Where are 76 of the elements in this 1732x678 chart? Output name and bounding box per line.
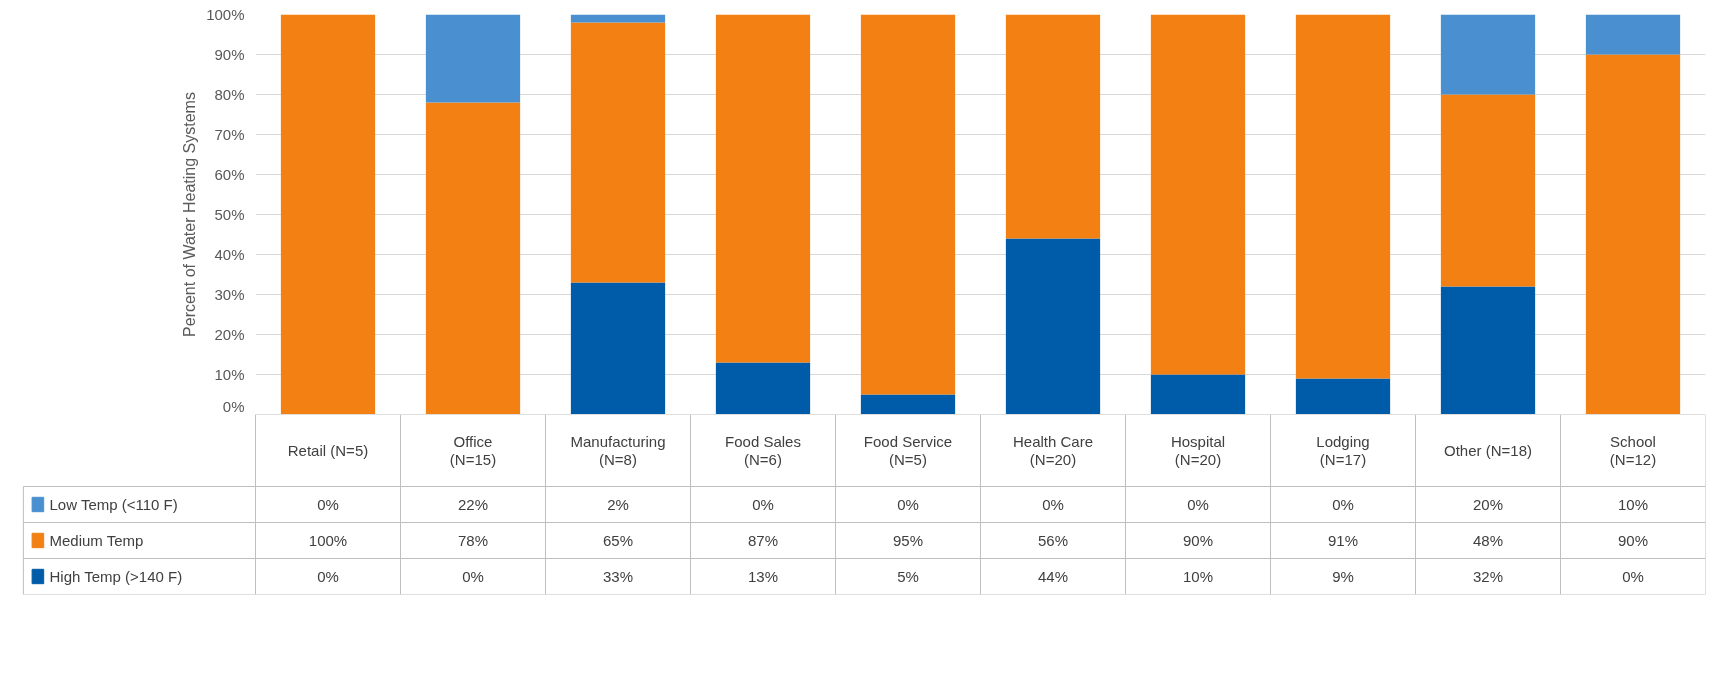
x-tick-label: Manufacturing (N=8) <box>570 432 666 469</box>
data-label: 95% <box>892 532 924 549</box>
y-tick-label: 80% <box>214 86 245 103</box>
bar <box>570 14 666 23</box>
legend-label: Medium Temp <box>49 532 144 549</box>
data-label: 0% <box>317 568 339 585</box>
data-label: 33% <box>602 568 634 585</box>
y-tick-label: 30% <box>214 286 245 303</box>
bar <box>1440 286 1536 414</box>
bar <box>425 102 521 414</box>
bar <box>1150 374 1246 414</box>
data-label: 65% <box>602 532 634 549</box>
bar <box>715 14 811 363</box>
x-tick-label: Health Care (N=20) <box>1012 432 1094 469</box>
bar <box>860 14 956 395</box>
y-tick-label: 20% <box>214 326 245 343</box>
bar <box>280 14 376 414</box>
bar <box>715 362 811 414</box>
data-label: 87% <box>747 532 779 549</box>
bar <box>1440 14 1536 95</box>
y-tick-label: 90% <box>214 46 245 63</box>
data-label: 0% <box>1042 496 1064 513</box>
x-tick-label: Food Service (N=5) <box>863 432 953 469</box>
bar <box>1295 378 1391 414</box>
bar <box>1585 14 1681 55</box>
bar <box>425 14 521 103</box>
bar <box>570 282 666 414</box>
y-tick-label: 60% <box>214 166 245 183</box>
data-label: 9% <box>1332 568 1354 585</box>
data-label: 0% <box>462 568 484 585</box>
data-label: 44% <box>1037 568 1069 585</box>
x-tick-label: Food Sales (N=6) <box>725 432 801 469</box>
x-tick-label: Hospital (N=20) <box>1170 432 1226 469</box>
data-label: 90% <box>1617 532 1649 549</box>
y-tick-label: 100% <box>206 6 245 23</box>
data-label: 90% <box>1182 532 1214 549</box>
bar <box>860 394 956 414</box>
bar <box>1440 94 1536 287</box>
x-tick-label: Office (N=15) <box>449 432 497 469</box>
y-tick-label: 70% <box>214 126 245 143</box>
y-axis-title: Percent of Water Heating Systems <box>181 92 199 337</box>
x-tick-label: Lodging (N=17) <box>1316 432 1370 469</box>
bar <box>570 22 666 283</box>
data-label: 22% <box>457 496 489 513</box>
data-label: 10% <box>1182 568 1214 585</box>
data-label: 0% <box>897 496 919 513</box>
data-label: 0% <box>1187 496 1209 513</box>
x-tick-label: School (N=12) <box>1609 432 1657 469</box>
data-label: 91% <box>1327 532 1359 549</box>
bar <box>1585 54 1681 414</box>
legend-label: High Temp (>140 F) <box>49 568 183 585</box>
data-label: 2% <box>607 496 629 513</box>
y-tick-label: 50% <box>214 206 245 223</box>
data-label: 10% <box>1617 496 1649 513</box>
x-tick-label: Retail (N=5) <box>287 442 369 459</box>
data-label: 5% <box>897 568 919 585</box>
bar <box>1005 238 1101 414</box>
data-label: 0% <box>1332 496 1354 513</box>
data-label: 56% <box>1037 532 1069 549</box>
x-tick-label: Other (N=18) <box>1444 442 1532 459</box>
data-label: 32% <box>1472 568 1504 585</box>
y-tick-label: 40% <box>214 246 245 263</box>
data-label: 0% <box>317 496 339 513</box>
bar <box>1150 14 1246 375</box>
y-tick-label: 0% <box>222 397 245 415</box>
data-label: 0% <box>1622 568 1644 585</box>
data-label: 100% <box>308 532 348 549</box>
y-tick-label: 10% <box>214 366 245 383</box>
data-label: 0% <box>752 496 774 513</box>
bar <box>1295 14 1391 379</box>
data-label: 78% <box>457 532 489 549</box>
data-label: 20% <box>1472 496 1504 513</box>
bar <box>1005 14 1101 239</box>
data-label: 48% <box>1472 532 1504 549</box>
legend-label: Low Temp (<110 F) <box>49 496 178 513</box>
data-label: 13% <box>747 568 779 585</box>
